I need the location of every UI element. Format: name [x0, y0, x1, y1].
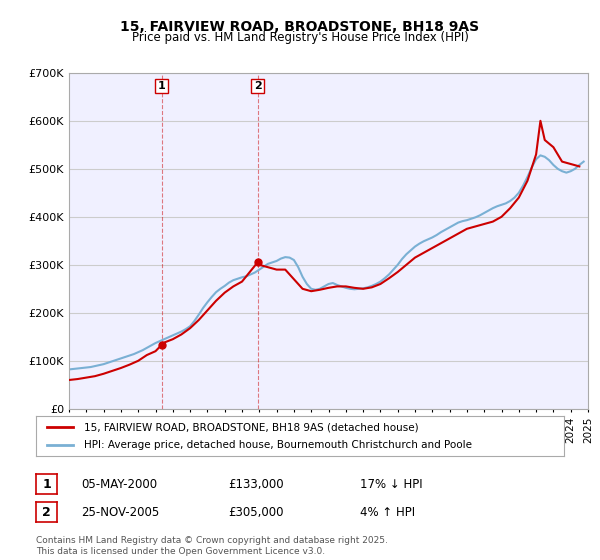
Text: 25-NOV-2005: 25-NOV-2005: [81, 506, 159, 519]
Text: 2: 2: [254, 81, 262, 91]
Text: Price paid vs. HM Land Registry's House Price Index (HPI): Price paid vs. HM Land Registry's House …: [131, 31, 469, 44]
Text: £133,000: £133,000: [228, 478, 284, 491]
Text: £305,000: £305,000: [228, 506, 284, 519]
Text: 17% ↓ HPI: 17% ↓ HPI: [360, 478, 422, 491]
Text: 15, FAIRVIEW ROAD, BROADSTONE, BH18 9AS: 15, FAIRVIEW ROAD, BROADSTONE, BH18 9AS: [121, 20, 479, 34]
Text: 1: 1: [158, 81, 166, 91]
Text: Contains HM Land Registry data © Crown copyright and database right 2025.
This d: Contains HM Land Registry data © Crown c…: [36, 536, 388, 556]
Text: 4% ↑ HPI: 4% ↑ HPI: [360, 506, 415, 519]
Text: 15, FAIRVIEW ROAD, BROADSTONE, BH18 9AS (detached house): 15, FAIRVIEW ROAD, BROADSTONE, BH18 9AS …: [83, 422, 418, 432]
Text: 2: 2: [42, 506, 51, 519]
Text: HPI: Average price, detached house, Bournemouth Christchurch and Poole: HPI: Average price, detached house, Bour…: [83, 440, 472, 450]
Text: 05-MAY-2000: 05-MAY-2000: [81, 478, 157, 491]
Text: 1: 1: [42, 478, 51, 491]
